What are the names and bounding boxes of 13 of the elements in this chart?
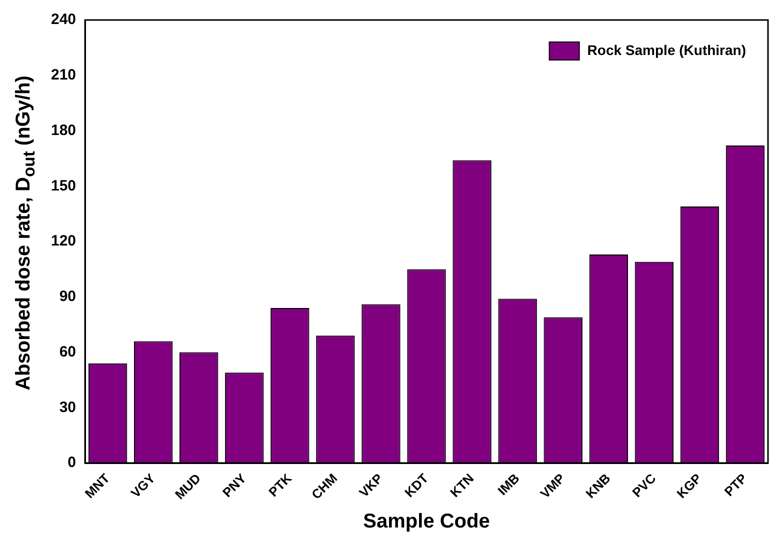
x-axis-title: Sample Code: [363, 510, 490, 533]
y-tick-label: 240: [50, 11, 76, 28]
y-tick-label: 0: [68, 454, 76, 472]
y-tick-label: 150: [50, 177, 76, 194]
y-tick-label: 180: [50, 122, 76, 139]
y-tick-label: 210: [50, 66, 76, 84]
y-tick-label: 90: [59, 288, 76, 306]
y-tick-label: 30: [59, 398, 76, 416]
y-tick-label: 60: [59, 343, 76, 360]
x-tick-label: IMB: [494, 470, 522, 498]
x-tick-label: VKP: [356, 470, 386, 500]
legend-label: Rock Sample (Kuthiran): [587, 42, 746, 58]
y-tick-label: 120: [50, 232, 76, 250]
